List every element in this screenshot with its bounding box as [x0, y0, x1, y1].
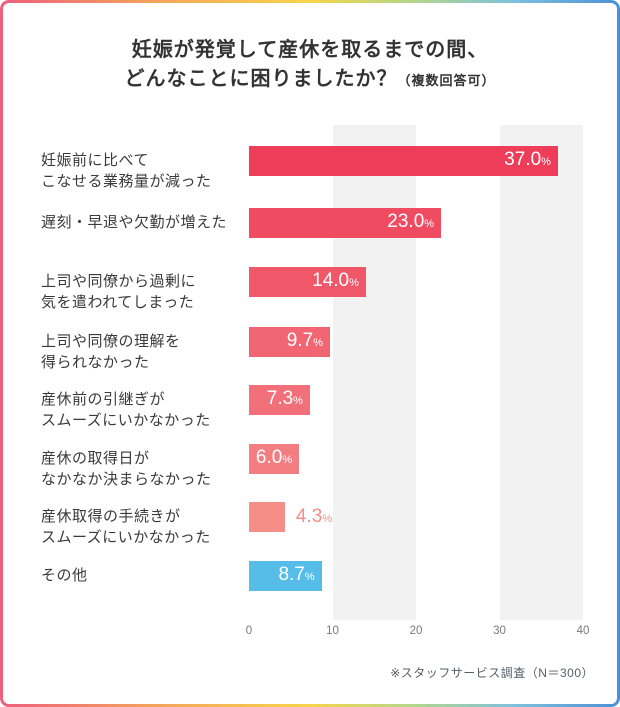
chart-row: 産休前の引継ぎが スムーズにいかなかった 7.3%: [3, 385, 617, 429]
chart-row: 妊娠前に比べて こなせる業務量が減った 37.0%: [3, 146, 617, 190]
bar-chart: 妊娠前に比べて こなせる業務量が減った 37.0% 遅刻・早退や欠勤が増えた 23.0…: [3, 125, 617, 650]
value-label: 37.0%: [504, 149, 551, 170]
category-label: 上司や同僚の理解を 得られなかった: [41, 333, 181, 371]
bar: 8.7%: [249, 561, 322, 591]
percent-sign: %: [293, 395, 303, 407]
bar: [249, 502, 285, 532]
percent-sign: %: [541, 156, 551, 168]
chart-row: 産休取得の手続きが スムーズにいかなかった 4.3%: [3, 502, 617, 546]
chart-row: その他 8.7%: [3, 561, 617, 591]
value-label: 23.0%: [387, 211, 435, 232]
percent-sign: %: [313, 337, 323, 349]
bar: 23.0%: [249, 208, 442, 238]
title-line-2-main: どんなことに困りましたか？: [124, 68, 398, 90]
grid-band: [499, 125, 583, 620]
source-footnote: ※スタッフサービス調査（N＝300）: [390, 666, 594, 680]
title-line-2: どんなことに困りましたか？（複数回答可）: [3, 65, 617, 95]
value-label: 9.7%: [286, 330, 323, 351]
percent-sign: %: [349, 277, 359, 289]
x-axis-tick: 40: [576, 625, 590, 637]
category-label: 上司や同僚から過剰に 気を遣われてしまった: [41, 273, 197, 311]
category-label: 産休の取得日が なかなか決まらなかった: [41, 450, 212, 488]
x-axis-tick: 30: [493, 625, 506, 637]
percent-sign: %: [304, 571, 315, 583]
bar: 9.7%: [249, 327, 330, 357]
title-line-1: 妊娠が発覚して産休を取るまでの間、: [131, 39, 489, 61]
bar: 6.0%: [249, 444, 300, 474]
bar: 37.0%: [249, 146, 558, 176]
value-label: 14.0%: [312, 270, 359, 291]
value-label: 7.3%: [266, 388, 303, 409]
title-note: （複数回答可）: [397, 73, 496, 88]
x-axis-tick: 0: [245, 625, 253, 637]
category-label: その他: [41, 567, 88, 584]
bar: 14.0%: [249, 267, 366, 297]
value-label: 4.3%: [295, 506, 333, 527]
bar: 7.3%: [249, 385, 310, 415]
category-label: 遅刻・早退や欠勤が増えた: [41, 214, 228, 231]
percent-sign: %: [282, 454, 293, 466]
x-axis-tick: 20: [409, 625, 423, 637]
chart-row: 遅刻・早退や欠勤が増えた 23.0%: [3, 208, 617, 238]
grid-band: [332, 125, 416, 620]
chart-title: 妊娠が発覚して産休を取るまでの間、 どんなことに困りましたか？（複数回答可）: [3, 36, 617, 95]
category-label: 産休前の引継ぎが スムーズにいかなかった: [41, 391, 211, 429]
percent-sign: %: [424, 218, 435, 230]
category-label: 妊娠前に比べて こなせる業務量が減った: [41, 152, 212, 190]
percent-sign: %: [322, 513, 333, 525]
chart-row: 上司や同僚の理解を 得られなかった 9.7%: [3, 327, 617, 371]
category-label: 産休取得の手続きが スムーズにいかなかった: [41, 508, 211, 546]
chart-row: 産休の取得日が なかなか決まらなかった 6.0%: [3, 444, 617, 488]
value-label: 6.0%: [255, 447, 293, 468]
x-axis-tick: 10: [326, 625, 339, 637]
chart-row: 上司や同僚から過剰に 気を遣われてしまった 14.0%: [3, 267, 617, 311]
value-label: 8.7%: [278, 564, 315, 585]
